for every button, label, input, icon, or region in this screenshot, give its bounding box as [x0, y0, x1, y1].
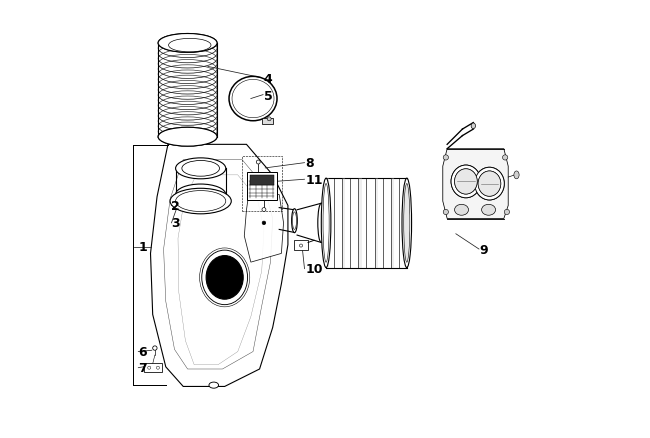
Ellipse shape: [158, 128, 217, 147]
Ellipse shape: [153, 346, 157, 350]
Text: 4: 4: [264, 73, 273, 86]
Ellipse shape: [443, 210, 448, 215]
Text: 9: 9: [480, 243, 489, 256]
Ellipse shape: [474, 168, 504, 201]
Text: 7: 7: [138, 361, 147, 374]
Bar: [343, 179, 345, 268]
Ellipse shape: [158, 35, 217, 53]
Ellipse shape: [454, 170, 477, 194]
Bar: [374, 179, 378, 268]
Bar: [391, 179, 394, 268]
Ellipse shape: [300, 244, 302, 247]
Ellipse shape: [454, 170, 477, 194]
Text: 8: 8: [306, 157, 314, 170]
Text: 6: 6: [138, 345, 147, 358]
Ellipse shape: [170, 189, 231, 214]
Ellipse shape: [454, 205, 469, 216]
Ellipse shape: [176, 159, 226, 180]
Ellipse shape: [292, 209, 297, 233]
Ellipse shape: [451, 166, 481, 198]
Ellipse shape: [404, 184, 410, 263]
Ellipse shape: [318, 204, 325, 243]
Text: 2: 2: [172, 199, 180, 212]
Text: 5: 5: [264, 90, 273, 103]
Ellipse shape: [482, 205, 495, 216]
Ellipse shape: [474, 168, 504, 201]
Ellipse shape: [504, 210, 510, 215]
Ellipse shape: [206, 256, 243, 300]
Text: 10: 10: [306, 262, 323, 276]
Polygon shape: [151, 145, 288, 387]
Bar: [144, 363, 162, 373]
Bar: [326, 179, 330, 268]
Ellipse shape: [321, 179, 331, 268]
Ellipse shape: [267, 117, 271, 121]
Ellipse shape: [443, 155, 448, 161]
Ellipse shape: [471, 124, 476, 129]
Ellipse shape: [262, 208, 266, 212]
Polygon shape: [443, 149, 508, 219]
Bar: [358, 179, 361, 268]
Ellipse shape: [292, 212, 296, 230]
Ellipse shape: [502, 155, 508, 161]
Ellipse shape: [262, 222, 266, 225]
Bar: [247, 172, 277, 201]
Ellipse shape: [209, 382, 218, 389]
Ellipse shape: [478, 172, 500, 197]
Text: 3: 3: [172, 217, 180, 230]
Ellipse shape: [478, 172, 500, 197]
Ellipse shape: [182, 161, 220, 177]
Bar: [262, 118, 273, 124]
Text: 11: 11: [306, 173, 323, 186]
Bar: [294, 241, 308, 251]
Polygon shape: [244, 195, 283, 262]
Text: 1: 1: [138, 241, 147, 254]
Ellipse shape: [451, 166, 481, 198]
Ellipse shape: [256, 161, 260, 165]
Bar: [250, 176, 274, 185]
Bar: [242, 157, 282, 212]
Ellipse shape: [176, 184, 226, 205]
Ellipse shape: [514, 172, 519, 180]
Ellipse shape: [176, 191, 226, 212]
Ellipse shape: [402, 179, 411, 268]
